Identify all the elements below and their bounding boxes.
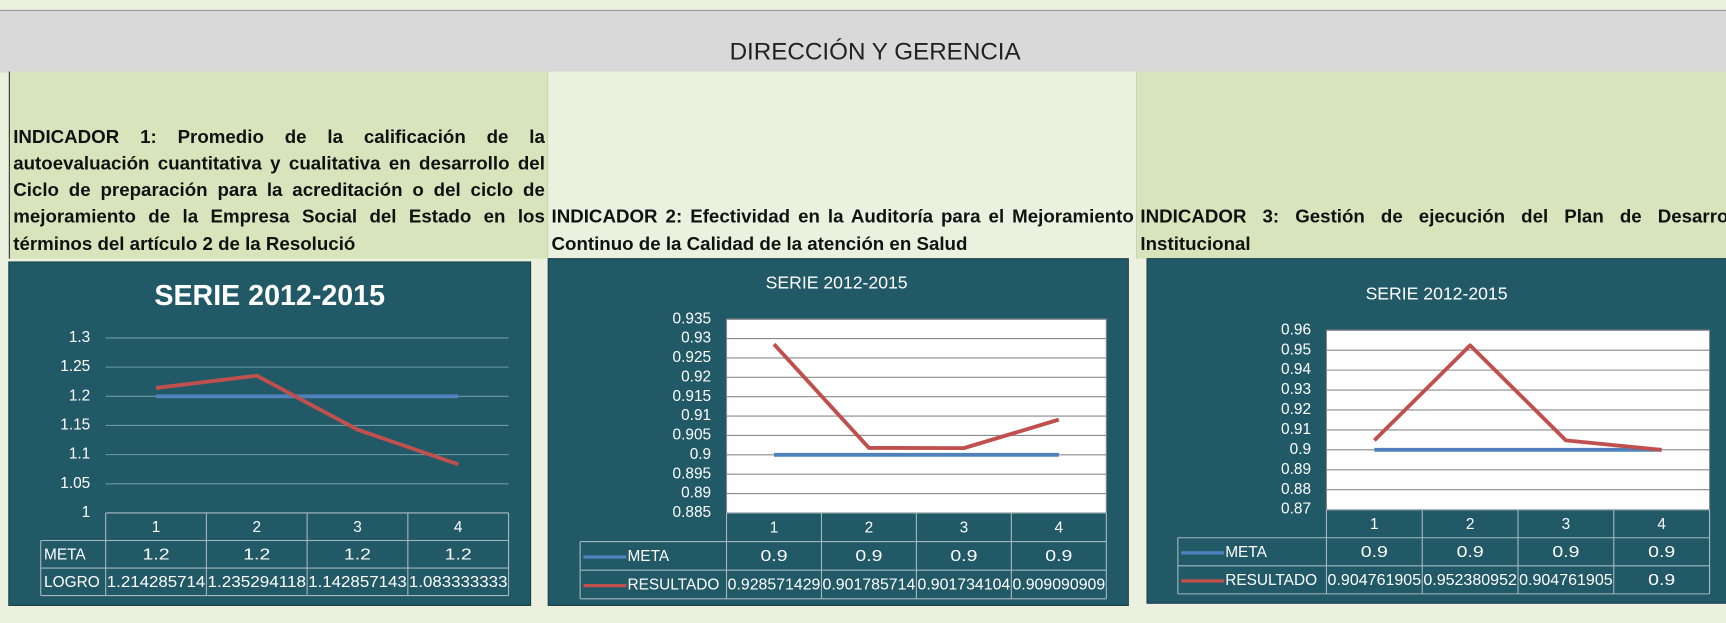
- table-value: 0.904761905: [1519, 572, 1613, 589]
- indicator-text: INDICADOR 3: Gestión de ejecución del Pl…: [1140, 206, 1726, 254]
- table-value: 0.9: [1648, 544, 1675, 561]
- y-tick-label: 0.93: [1281, 381, 1311, 398]
- table-value: 1.083333333: [409, 574, 508, 591]
- y-tick-label: 1.1: [69, 446, 90, 463]
- y-tick-label: 0.94: [1281, 361, 1311, 378]
- legend-label: LOGRO: [44, 574, 100, 591]
- y-tick-label: 1.3: [69, 329, 90, 346]
- y-tick-label: 0.87: [1281, 501, 1311, 518]
- x-tick-label: 2: [252, 519, 261, 536]
- y-tick-label: 0.92: [681, 368, 711, 385]
- x-tick-label: 4: [1657, 516, 1666, 533]
- legend-label: RESULTADO: [1225, 572, 1317, 589]
- x-tick-label: 1: [770, 519, 779, 536]
- table-value: 1.2: [243, 546, 270, 563]
- y-tick-label: 0.89: [681, 485, 711, 502]
- x-tick-label: 1: [152, 519, 161, 536]
- indicator-text: INDICADOR 2: Efectividad en la Auditoría…: [551, 206, 1134, 254]
- legend-label: META: [627, 548, 669, 565]
- y-tick-label: 0.925: [673, 349, 712, 366]
- table-value: 1.235294118: [208, 574, 307, 591]
- plot-area: [1325, 329, 1711, 511]
- x-tick-label: 4: [454, 519, 463, 536]
- table-value: 0.909090909: [1012, 577, 1105, 594]
- x-tick-label: 3: [960, 519, 969, 536]
- y-tick-label: 0.95: [1281, 341, 1311, 358]
- y-tick-label: 0.9: [690, 446, 711, 463]
- table-value: 0.928571429: [728, 577, 821, 594]
- table-value: 0.9: [1552, 544, 1579, 561]
- table-value: 0.901734104: [918, 577, 1011, 594]
- y-tick-label: 0.92: [1281, 401, 1311, 418]
- y-tick-label: 1.25: [60, 358, 90, 375]
- y-tick-label: 0.905: [673, 427, 712, 444]
- series-line: [155, 373, 459, 467]
- table-value: 1.2: [142, 546, 169, 563]
- table-value: 1.214285714: [107, 574, 206, 591]
- chart-title: SERIE 2012-2015: [1366, 284, 1508, 304]
- y-tick-label: 0.89: [1281, 461, 1311, 478]
- table-value: 1.2: [445, 546, 472, 563]
- chart-title: SERIE 2012-2015: [154, 280, 385, 312]
- table-value: 0.9: [1648, 572, 1675, 589]
- y-tick-label: 0.93: [681, 330, 711, 347]
- header-band: [0, 9, 1726, 73]
- series-line: [1372, 343, 1662, 452]
- table-value: 0.904761905: [1328, 572, 1422, 589]
- y-tick-label: 0.915: [673, 388, 712, 405]
- table-value: 0.9: [1457, 544, 1484, 561]
- table-value: 0.952380952: [1423, 572, 1517, 589]
- y-tick-label: 1.2: [69, 387, 90, 404]
- table-value: 0.9: [855, 548, 882, 565]
- table-value: 1.142857143: [308, 574, 407, 591]
- x-tick-label: 4: [1055, 519, 1064, 536]
- x-tick-label: 3: [1562, 516, 1571, 533]
- x-tick-label: 2: [865, 519, 874, 536]
- chart-panel: [8, 261, 532, 606]
- chart-title: SERIE 2012-2015: [766, 273, 908, 293]
- y-tick-label: 0.935: [673, 310, 712, 327]
- legend-label: RESULTADO: [627, 577, 719, 594]
- y-tick-label: 1.15: [60, 417, 90, 434]
- y-tick-label: 0.91: [681, 407, 711, 424]
- y-tick-label: 0.885: [673, 504, 712, 521]
- y-tick-label: 1.05: [60, 475, 90, 492]
- table-value: 0.9: [1361, 544, 1388, 561]
- y-tick-label: 1: [82, 504, 91, 521]
- table-value: 0.901785714: [823, 577, 916, 594]
- legend-label: META: [1225, 544, 1267, 561]
- x-tick-label: 3: [353, 519, 362, 536]
- table-value: 0.9: [1045, 548, 1072, 565]
- y-tick-label: 0.96: [1281, 321, 1311, 338]
- table-value: 0.9: [760, 548, 787, 565]
- legend-label: META: [44, 546, 86, 563]
- indicator-text: INDICADOR 1: Promedio de la calificación…: [13, 126, 545, 254]
- y-tick-label: 0.895: [673, 465, 712, 482]
- series-line: [772, 342, 1060, 451]
- table-value: 0.9: [950, 548, 977, 565]
- y-tick-label: 0.91: [1281, 421, 1311, 438]
- x-tick-label: 2: [1466, 516, 1475, 533]
- y-tick-label: 0.9: [1290, 441, 1311, 458]
- indicator-cell: INDICADOR 1: Promedio de la calificación…: [8, 71, 549, 259]
- header-title: DIRECCIÓN Y GERENCIA: [729, 37, 1021, 65]
- y-tick-label: 0.88: [1281, 481, 1311, 498]
- indicator-cell: INDICADOR 2: Efectividad en la Auditoría…: [548, 71, 1138, 259]
- x-tick-label: 1: [1370, 516, 1379, 533]
- table-value: 1.2: [344, 546, 371, 563]
- indicator-cell: INDICADOR 3: Gestión de ejecución del Pl…: [1137, 71, 1726, 259]
